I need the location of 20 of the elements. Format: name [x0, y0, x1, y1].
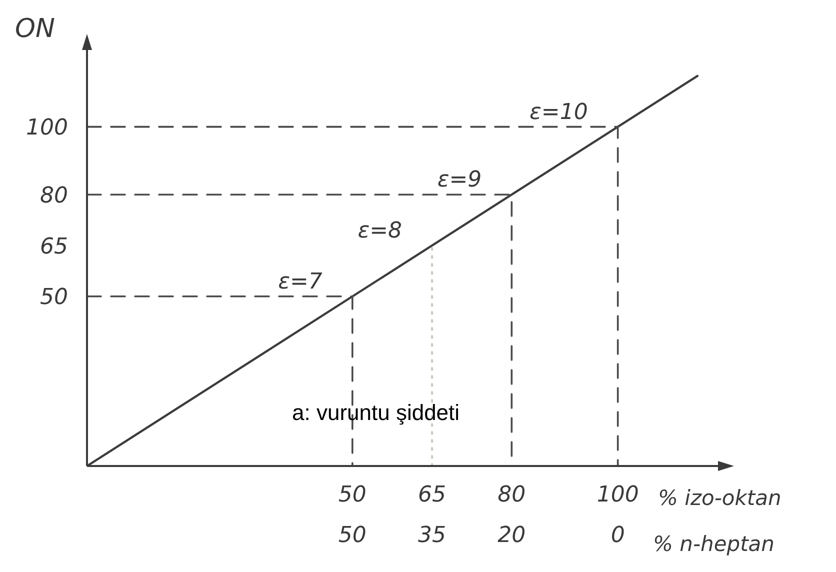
y-tick-label: 80	[40, 183, 68, 208]
x2-axis-title: % n-heptan	[653, 532, 774, 556]
x2-tick-label: 0	[610, 523, 625, 548]
x-tick-label: 50	[338, 482, 366, 508]
annotation: ε=8	[358, 218, 402, 244]
annotation: a: vuruntu şiddeti	[292, 400, 460, 425]
x2-tick-label: 35	[418, 523, 446, 548]
y-tick-label: 100	[26, 116, 68, 141]
x2-tick-label: 50	[338, 523, 366, 548]
x-tick-label: 65	[418, 482, 446, 508]
x-axis-title: % izo-oktan	[658, 486, 782, 510]
x-tick-label: 100	[596, 482, 639, 508]
x-tick-label: 80	[498, 482, 526, 508]
y-axis-title: ON	[15, 14, 55, 44]
x2-tick-label: 20	[498, 523, 526, 548]
annotation: ε=9	[437, 168, 482, 193]
y-tick-label: 65	[40, 234, 68, 260]
annotation: ε=7	[278, 269, 322, 294]
annotation: ε=10	[530, 100, 588, 125]
y-tick-label: 50	[40, 285, 68, 310]
